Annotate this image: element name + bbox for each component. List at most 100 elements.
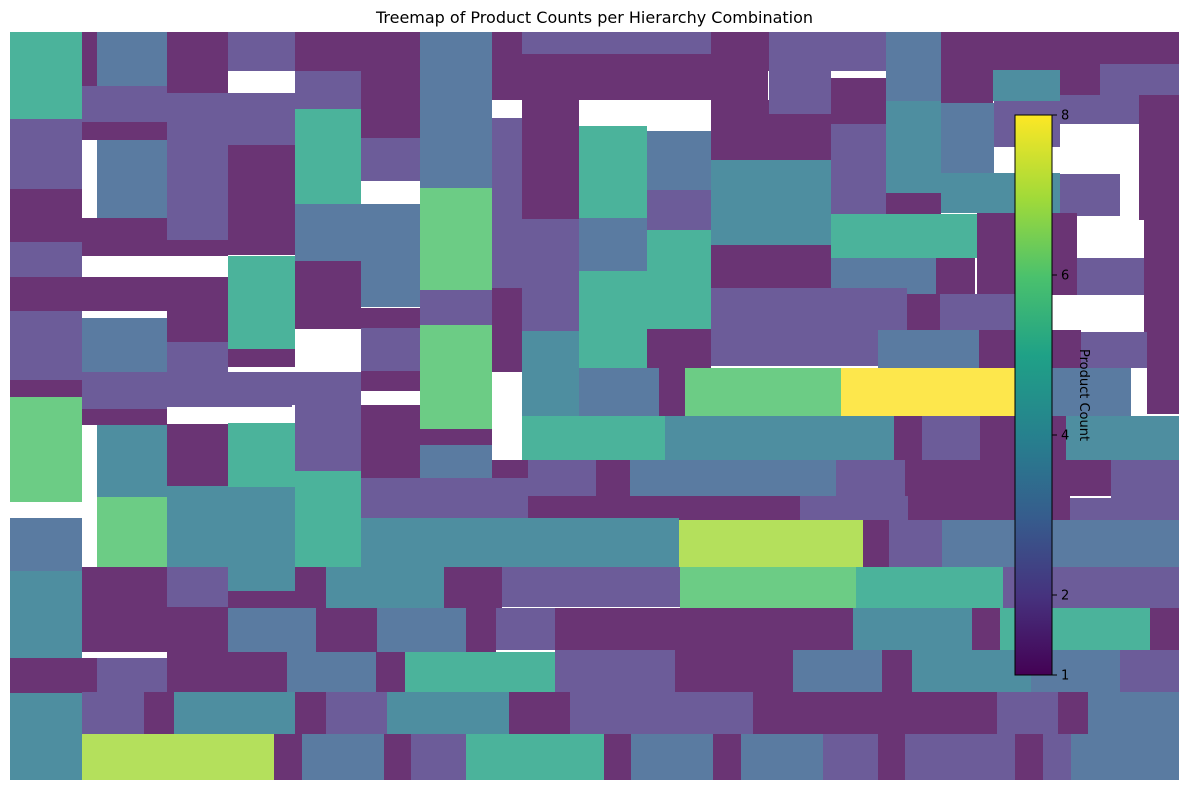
treemap-tile (579, 368, 659, 416)
treemap-tile (97, 658, 167, 692)
treemap-tile (522, 267, 579, 331)
treemap-tile (82, 318, 167, 372)
treemap-tile (1088, 692, 1179, 734)
treemap-tile (167, 311, 228, 342)
treemap-tile (878, 330, 979, 368)
treemap-tile (528, 460, 596, 496)
treemap-tile (685, 368, 841, 416)
treemap-tile (295, 71, 361, 109)
treemap-tile (167, 567, 228, 610)
treemap-tile (274, 734, 302, 780)
treemap-tile (228, 591, 295, 608)
treemap-tile (295, 204, 420, 261)
treemap-tile (800, 496, 908, 520)
treemap-tile (167, 486, 228, 568)
treemap-tile (675, 650, 793, 692)
treemap-tile (361, 478, 528, 518)
treemap-tile (10, 189, 82, 242)
treemap-tile (466, 734, 604, 780)
colorbar-tick-label: 2 (1061, 589, 1069, 604)
treemap-tile (522, 100, 579, 219)
treemap-tile (647, 329, 711, 368)
treemap-tile (1060, 70, 1100, 95)
treemap-tile (1071, 734, 1179, 780)
treemap-tile (1041, 368, 1131, 416)
treemap-tile (411, 734, 466, 780)
treemap-tile (836, 460, 905, 496)
treemap-tile (10, 693, 82, 780)
treemap-tile (97, 140, 167, 218)
treemap-tile (228, 567, 295, 591)
treemap-tile (228, 349, 295, 367)
treemap-tile (1111, 460, 1179, 498)
treemap-tile (228, 256, 295, 349)
treemap-tile (769, 71, 831, 114)
treemap-tile (604, 734, 631, 780)
treemap-tile (831, 214, 977, 258)
treemap-tile (886, 72, 941, 101)
treemap-tile (295, 32, 420, 71)
treemap-tile (10, 242, 82, 277)
colorbar-tick-label: 8 (1061, 109, 1069, 124)
treemap-tile (82, 692, 144, 734)
treemap-tile (1144, 216, 1179, 332)
treemap-tile (384, 734, 411, 780)
treemap-tile (228, 32, 295, 71)
treemap-tile (863, 520, 889, 567)
treemap-tile (1070, 498, 1179, 520)
treemap-tile (1077, 258, 1144, 295)
treemap-tile (1058, 692, 1088, 734)
treemap-tile (528, 496, 800, 520)
treemap-tile (1100, 64, 1179, 95)
treemap-tile (713, 734, 741, 780)
treemap-tile (856, 567, 1003, 608)
treemap-tile (10, 32, 82, 119)
treemap-tile (466, 608, 496, 652)
treemap-tile (174, 692, 295, 734)
treemap-tile (711, 100, 769, 160)
treemap-tile (905, 460, 1111, 496)
treemap-tile (1150, 608, 1179, 650)
treemap-tile (420, 118, 492, 188)
treemap-tile (905, 734, 1015, 780)
treemap-tile (631, 734, 713, 780)
treemap-tile (420, 32, 492, 118)
treemap-tile (941, 103, 994, 173)
treemap-tile (502, 567, 680, 607)
treemap-tile (596, 460, 630, 496)
treemap-tile (361, 518, 679, 567)
treemap-tile (10, 658, 97, 693)
treemap-tile (831, 78, 886, 124)
colorbar: 1 2 4 6 8 Product Count (1014, 109, 1091, 684)
colorbar-tick-label: 6 (1061, 269, 1069, 284)
treemap-tile (793, 650, 882, 692)
treemap-tile (647, 190, 711, 230)
treemap-tile (831, 124, 886, 214)
treemap-tile (680, 567, 856, 610)
treemap-tile (376, 652, 405, 692)
treemap-tile (326, 567, 444, 609)
treemap-tile (228, 145, 295, 255)
colorbar-tick-label: 1 (1061, 669, 1069, 684)
treemap-cells (10, 32, 1179, 780)
treemap-tile (361, 328, 420, 371)
treemap-tile (993, 70, 1060, 101)
treemap-tile (942, 520, 1179, 567)
treemap-tile (741, 734, 823, 780)
treemap-tile (167, 145, 228, 197)
treemap-tile (1060, 95, 1139, 124)
treemap-tile (10, 380, 82, 397)
treemap-tile (361, 71, 420, 138)
treemap-tile (1015, 734, 1043, 780)
treemap-tile (997, 692, 1058, 734)
treemap-tile (579, 218, 647, 271)
treemap-tile (82, 32, 97, 98)
treemap-tile (1147, 332, 1179, 414)
treemap-tile (228, 487, 295, 567)
treemap-tile (886, 193, 941, 214)
treemap-tile (292, 372, 361, 405)
treemap-tile (647, 230, 711, 272)
treemap-tile (753, 692, 997, 734)
treemap-tile (1120, 567, 1179, 608)
